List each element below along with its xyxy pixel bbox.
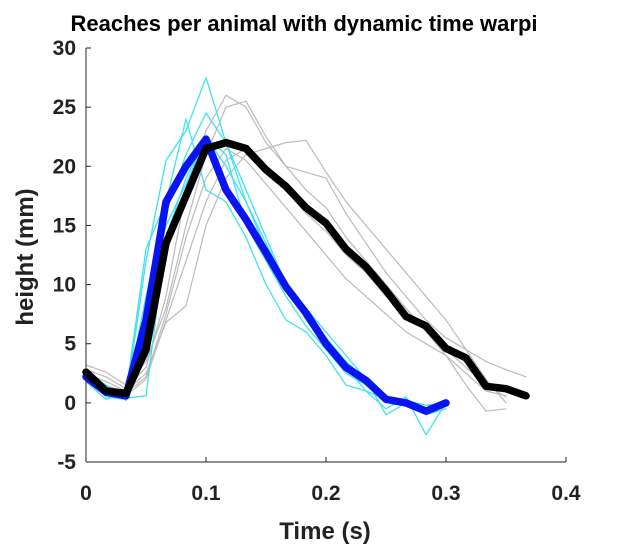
series-line-2	[85, 139, 507, 404]
series-line-1	[85, 100, 507, 397]
series-line-4	[85, 147, 507, 412]
x-tick-label: 0.1	[191, 482, 221, 505]
series-line-12	[82, 138, 530, 400]
y-tick-label: 30	[53, 37, 76, 60]
y-axis-label: height (mm)	[12, 188, 39, 325]
series-line-5	[85, 147, 507, 398]
series-lines	[82, 76, 530, 436]
series-line-8	[85, 112, 447, 416]
series-line-11	[82, 135, 450, 415]
y-tick-label: 20	[53, 155, 76, 178]
x-tick-label: 0.3	[431, 482, 460, 505]
x-tick-label: 0.4	[551, 482, 581, 505]
y-tick-label: 15	[53, 214, 77, 237]
series-line-7	[85, 118, 447, 436]
y-tick-label: 25	[53, 96, 77, 119]
y-tick-label: 5	[64, 333, 76, 356]
chart-title: Reaches per animal with dynamic time war…	[70, 11, 537, 36]
y-tick-label: 10	[53, 274, 76, 297]
series-line-3	[85, 94, 527, 390]
x-tick-label: 0.2	[311, 482, 340, 505]
y-tick-label: -5	[57, 451, 76, 474]
x-tick-label: 0	[80, 482, 92, 505]
y-tick-label: 0	[64, 392, 76, 415]
x-axis-label: Time (s)	[279, 518, 371, 545]
